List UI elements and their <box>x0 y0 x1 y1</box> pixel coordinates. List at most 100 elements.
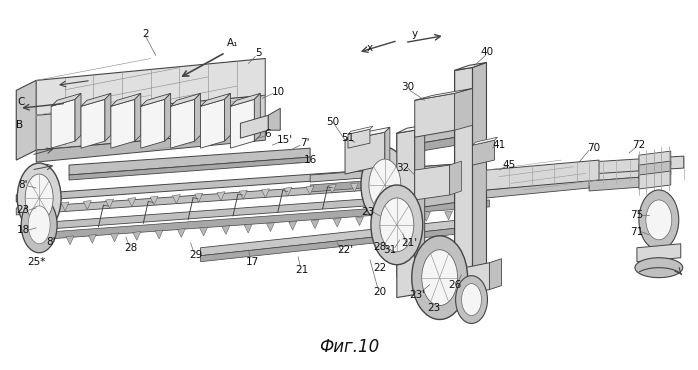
Polygon shape <box>348 126 373 134</box>
Ellipse shape <box>17 163 61 233</box>
Polygon shape <box>155 230 163 239</box>
Polygon shape <box>454 63 487 70</box>
Text: 50: 50 <box>327 117 340 127</box>
Polygon shape <box>105 93 111 141</box>
Polygon shape <box>397 125 424 133</box>
Polygon shape <box>415 93 454 137</box>
Polygon shape <box>348 129 370 148</box>
Text: 29: 29 <box>189 250 202 260</box>
Polygon shape <box>378 215 386 224</box>
Ellipse shape <box>21 197 57 253</box>
Polygon shape <box>200 228 459 262</box>
Polygon shape <box>487 170 589 190</box>
Ellipse shape <box>635 258 683 278</box>
Text: 15': 15' <box>277 135 293 145</box>
Text: 30: 30 <box>401 83 415 92</box>
Text: 8': 8' <box>46 237 56 247</box>
Ellipse shape <box>422 250 458 306</box>
Polygon shape <box>385 127 390 165</box>
Polygon shape <box>36 58 265 118</box>
Text: 23: 23 <box>427 303 440 313</box>
Polygon shape <box>141 99 165 148</box>
Text: 31: 31 <box>383 245 396 255</box>
Polygon shape <box>195 93 200 141</box>
Polygon shape <box>110 233 119 242</box>
Polygon shape <box>75 93 81 141</box>
Polygon shape <box>489 259 501 290</box>
Polygon shape <box>83 201 91 209</box>
Polygon shape <box>230 99 254 148</box>
Text: 21: 21 <box>295 265 309 275</box>
Text: 6: 6 <box>264 129 271 139</box>
Polygon shape <box>454 88 473 130</box>
Polygon shape <box>150 196 158 205</box>
Text: y: y <box>412 28 418 38</box>
Polygon shape <box>171 93 200 106</box>
Polygon shape <box>66 236 74 245</box>
Polygon shape <box>289 221 297 230</box>
Polygon shape <box>639 151 671 169</box>
Text: C: C <box>17 97 25 107</box>
Polygon shape <box>200 220 459 256</box>
Polygon shape <box>36 95 265 150</box>
Polygon shape <box>328 184 336 193</box>
Polygon shape <box>440 177 447 186</box>
Polygon shape <box>51 200 489 239</box>
Ellipse shape <box>369 159 401 211</box>
Polygon shape <box>133 231 141 240</box>
Polygon shape <box>230 93 260 106</box>
Polygon shape <box>141 93 171 106</box>
Text: 51: 51 <box>341 133 355 143</box>
Polygon shape <box>637 244 681 262</box>
Polygon shape <box>81 99 105 148</box>
Polygon shape <box>239 190 247 199</box>
Polygon shape <box>639 161 671 179</box>
Polygon shape <box>171 99 195 148</box>
Polygon shape <box>417 178 425 188</box>
Polygon shape <box>373 181 381 191</box>
Polygon shape <box>135 93 141 141</box>
Polygon shape <box>639 171 671 189</box>
Polygon shape <box>225 93 230 141</box>
Polygon shape <box>415 88 473 100</box>
Polygon shape <box>111 93 141 106</box>
Polygon shape <box>415 165 450 200</box>
Polygon shape <box>397 187 487 211</box>
Polygon shape <box>244 224 252 233</box>
Text: 7': 7' <box>300 138 310 148</box>
Polygon shape <box>217 192 225 201</box>
Text: 22': 22' <box>337 245 353 255</box>
Ellipse shape <box>456 276 487 323</box>
Text: 26: 26 <box>448 280 461 290</box>
Text: 5: 5 <box>255 48 262 58</box>
Polygon shape <box>105 199 114 208</box>
Ellipse shape <box>461 284 482 316</box>
Polygon shape <box>81 93 111 106</box>
Text: 41: 41 <box>493 140 506 150</box>
Polygon shape <box>306 186 314 195</box>
Text: 70: 70 <box>588 143 601 153</box>
Ellipse shape <box>380 198 414 252</box>
Text: 17: 17 <box>246 257 259 267</box>
Polygon shape <box>397 118 487 147</box>
Polygon shape <box>397 132 487 155</box>
Ellipse shape <box>639 190 678 250</box>
Text: 75: 75 <box>630 210 644 220</box>
Text: A₁: A₁ <box>227 37 238 47</box>
Polygon shape <box>400 214 408 223</box>
Polygon shape <box>195 193 202 202</box>
Polygon shape <box>111 99 135 148</box>
Polygon shape <box>473 140 494 165</box>
Polygon shape <box>589 175 669 191</box>
Polygon shape <box>311 220 319 229</box>
Polygon shape <box>172 195 180 204</box>
Polygon shape <box>395 180 403 189</box>
Polygon shape <box>254 93 260 141</box>
Polygon shape <box>267 223 274 232</box>
Text: 28: 28 <box>373 242 387 252</box>
Polygon shape <box>51 93 81 106</box>
Text: 23: 23 <box>362 207 375 217</box>
Polygon shape <box>473 63 487 295</box>
Ellipse shape <box>412 236 468 319</box>
Polygon shape <box>487 160 599 190</box>
